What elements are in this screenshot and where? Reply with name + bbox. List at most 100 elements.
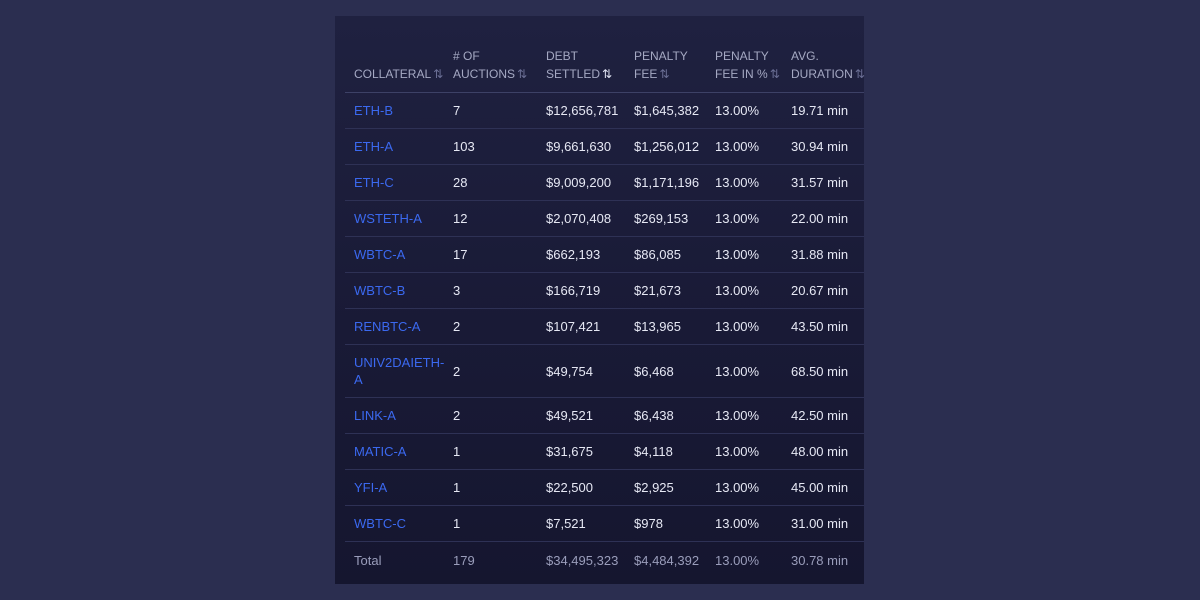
table-row: ETH-A 103 $9,661,630 $1,256,012 13.00% 3… (345, 128, 864, 165)
fee-cell: $1,171,196 (625, 164, 706, 201)
collateral-link[interactable]: WBTC-C (345, 505, 444, 542)
sort-icon[interactable]: ⇅ (517, 67, 527, 81)
table-row: MATIC-A 1 $31,675 $4,118 13.00% 48.00 mi… (345, 433, 864, 470)
collateral-link[interactable]: MATIC-A (345, 433, 444, 470)
collateral-link[interactable]: LINK-A (345, 397, 444, 434)
header-collateral[interactable]: COLLATERAL ⇅ (345, 16, 444, 93)
fee-cell: $21,673 (625, 272, 706, 309)
total-fee-pct: 13.00% (715, 552, 760, 568)
sort-icon[interactable]: ⇅ (854, 67, 865, 81)
fee-cell: $13,965 (625, 308, 706, 345)
total-auctions: 179 (453, 552, 475, 568)
total-fee: $4,484,392 (634, 552, 700, 568)
collateral-link[interactable]: UNIV2DAIETH-A (345, 344, 444, 398)
duration-cell: 19.71 min (782, 92, 864, 129)
fee-cell: $269,153 (625, 200, 706, 237)
duration-cell: 20.67 min (782, 272, 864, 309)
auctions-cell: 2 (444, 397, 537, 434)
fee-cell: $6,438 (625, 397, 706, 434)
auctions-cell: 7 (444, 92, 537, 129)
auctions-cell: 3 (444, 272, 537, 309)
fee-cell: $1,645,382 (625, 92, 706, 129)
auctions-cell: 28 (444, 164, 537, 201)
debt-cell: $12,656,781 (537, 92, 625, 129)
sort-icon[interactable]: ⇅ (769, 67, 780, 81)
table-row: ETH-C 28 $9,009,200 $1,171,196 13.00% 31… (345, 164, 864, 201)
table-row: WBTC-A 17 $662,193 $86,085 13.00% 31.88 … (345, 236, 864, 273)
fee-pct-cell: 13.00% (706, 92, 782, 129)
duration-cell: 30.94 min (782, 128, 864, 165)
fee-pct-cell: 13.00% (706, 505, 782, 542)
collateral-link[interactable]: YFI-A (345, 469, 444, 506)
fee-pct-cell: 13.00% (706, 308, 782, 345)
header-debt-settled[interactable]: DEBT SETTLED ⇅ (537, 16, 625, 93)
debt-cell: $31,675 (537, 433, 625, 470)
debt-cell: $107,421 (537, 308, 625, 345)
fee-pct-cell: 13.00% (706, 344, 782, 398)
debt-cell: $49,754 (537, 344, 625, 398)
duration-cell: 22.00 min (782, 200, 864, 237)
header-auctions[interactable]: # OF AUCTIONS ⇅ (444, 16, 537, 93)
duration-cell: 45.00 min (782, 469, 864, 506)
auctions-cell: 1 (444, 469, 537, 506)
header-penalty-fee-pct[interactable]: PENALTY FEE IN % ⇅ (706, 16, 782, 93)
collateral-link[interactable]: ETH-A (345, 128, 444, 165)
total-debt: $34,495,323 (546, 552, 619, 568)
fee-pct-cell: 13.00% (706, 433, 782, 470)
sort-active-icon[interactable]: ⇅ (602, 67, 612, 81)
debt-cell: $9,009,200 (537, 164, 625, 201)
fee-pct-cell: 13.00% (706, 397, 782, 434)
collateral-link[interactable]: WBTC-B (345, 272, 444, 309)
fee-pct-cell: 13.00% (706, 236, 782, 273)
collateral-link[interactable]: ETH-B (345, 92, 444, 129)
collateral-link[interactable]: RENBTC-A (345, 308, 444, 345)
duration-cell: 68.50 min (782, 344, 864, 398)
duration-cell: 42.50 min (782, 397, 864, 434)
fee-cell: $978 (625, 505, 706, 542)
table-row: RENBTC-A 2 $107,421 $13,965 13.00% 43.50… (345, 308, 864, 345)
fee-cell: $6,468 (625, 344, 706, 398)
auctions-cell: 12 (444, 200, 537, 237)
total-duration: 30.78 min (791, 552, 849, 568)
duration-cell: 31.57 min (782, 164, 864, 201)
auctions-cell: 1 (444, 505, 537, 542)
header-penalty-fee[interactable]: PENALTY FEE ⇅ (625, 16, 706, 93)
duration-cell: 31.00 min (782, 505, 864, 542)
fee-cell: $1,256,012 (625, 128, 706, 165)
auctions-cell: 2 (444, 344, 537, 398)
fee-cell: $4,118 (625, 433, 706, 470)
collateral-link[interactable]: WBTC-A (345, 236, 444, 273)
table-row: YFI-A 1 $22,500 $2,925 13.00% 45.00 min (345, 469, 864, 506)
auctions-panel: COLLATERAL ⇅ # OF AUCTIONS ⇅ DEBT SETTLED ⇅… (335, 16, 865, 584)
table-header-row: COLLATERAL ⇅ # OF AUCTIONS ⇅ DEBT SETTLED ⇅… (345, 16, 865, 93)
fee-pct-cell: 13.00% (706, 128, 782, 165)
table-row: ETH-B 7 $12,656,781 $1,645,382 13.00% 19… (345, 92, 864, 129)
sort-icon[interactable]: ⇅ (433, 67, 443, 81)
table-row: LINK-A 2 $49,521 $6,438 13.00% 42.50 min (345, 397, 864, 434)
fee-pct-cell: 13.00% (706, 164, 782, 201)
table-row: WSTETH-A 12 $2,070,408 $269,153 13.00% 2… (345, 200, 864, 237)
table-row: UNIV2DAIETH-A 2 $49,754 $6,468 13.00% 68… (345, 344, 864, 398)
collateral-link[interactable]: WSTETH-A (345, 200, 444, 237)
auctions-cell: 2 (444, 308, 537, 345)
duration-cell: 31.88 min (782, 236, 864, 273)
fee-cell: $86,085 (625, 236, 706, 273)
debt-cell: $9,661,630 (537, 128, 625, 165)
table-row: WBTC-B 3 $166,719 $21,673 13.00% 20.67 m… (345, 272, 864, 309)
duration-cell: 48.00 min (782, 433, 864, 470)
total-label: Total (354, 552, 382, 568)
auctions-cell: 103 (444, 128, 537, 165)
debt-cell: $662,193 (537, 236, 625, 273)
table-row: WBTC-C 1 $7,521 $978 13.00% 31.00 min (345, 505, 864, 542)
debt-cell: $22,500 (537, 469, 625, 506)
sort-icon[interactable]: ⇅ (659, 67, 669, 81)
fee-pct-cell: 13.00% (706, 469, 782, 506)
collateral-link[interactable]: ETH-C (345, 164, 444, 201)
total-row: Total 179 $34,495,323 $4,484,392 13.00% … (345, 542, 864, 579)
header-avg-duration[interactable]: AVG. DURATION ⇅ (782, 16, 865, 93)
fee-pct-cell: 13.00% (706, 200, 782, 237)
auctions-cell: 17 (444, 236, 537, 273)
debt-cell: $2,070,408 (537, 200, 625, 237)
duration-cell: 43.50 min (782, 308, 864, 345)
debt-cell: $166,719 (537, 272, 625, 309)
